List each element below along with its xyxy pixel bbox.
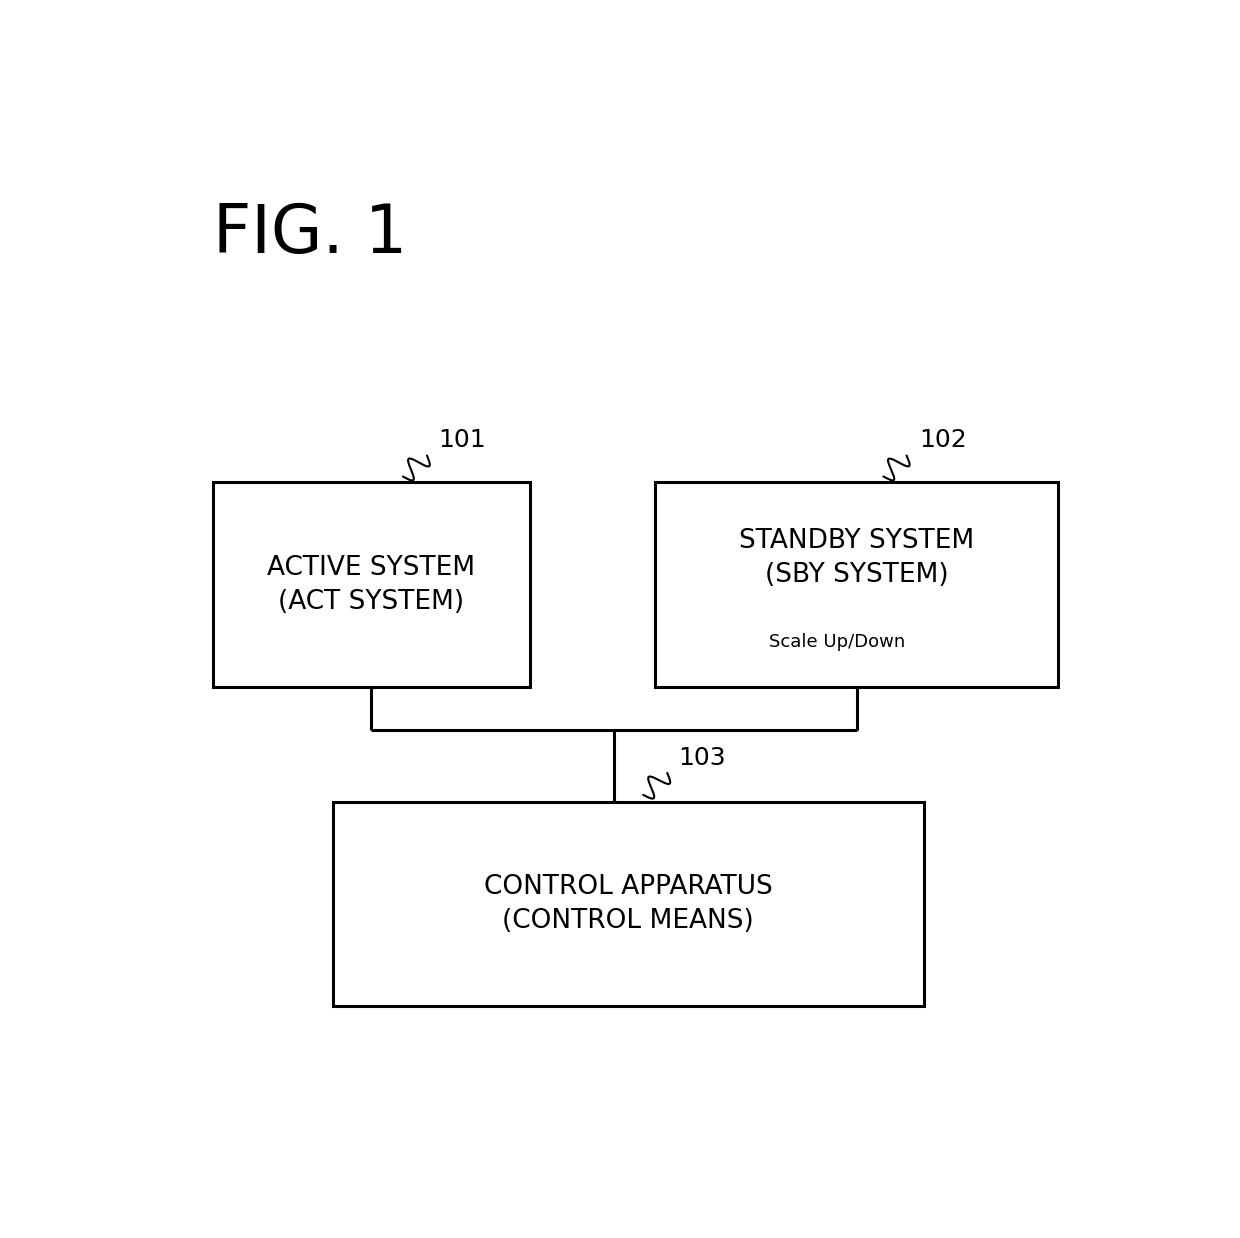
Text: FIG. 1: FIG. 1: [213, 201, 407, 267]
Bar: [655, 482, 1058, 687]
Text: ACTIVE SYSTEM
(ACT SYSTEM): ACTIVE SYSTEM (ACT SYSTEM): [267, 555, 475, 615]
Text: CONTROL APPARATUS
(CONTROL MEANS): CONTROL APPARATUS (CONTROL MEANS): [484, 874, 773, 933]
Text: 102: 102: [919, 427, 967, 452]
Text: 101: 101: [439, 427, 486, 452]
Text: 103: 103: [678, 747, 727, 770]
Text: STANDBY SYSTEM
(SBY SYSTEM): STANDBY SYSTEM (SBY SYSTEM): [739, 529, 975, 588]
Bar: [332, 801, 924, 1006]
Text: Scale Up/Down: Scale Up/Down: [769, 633, 905, 651]
Bar: [213, 482, 529, 687]
